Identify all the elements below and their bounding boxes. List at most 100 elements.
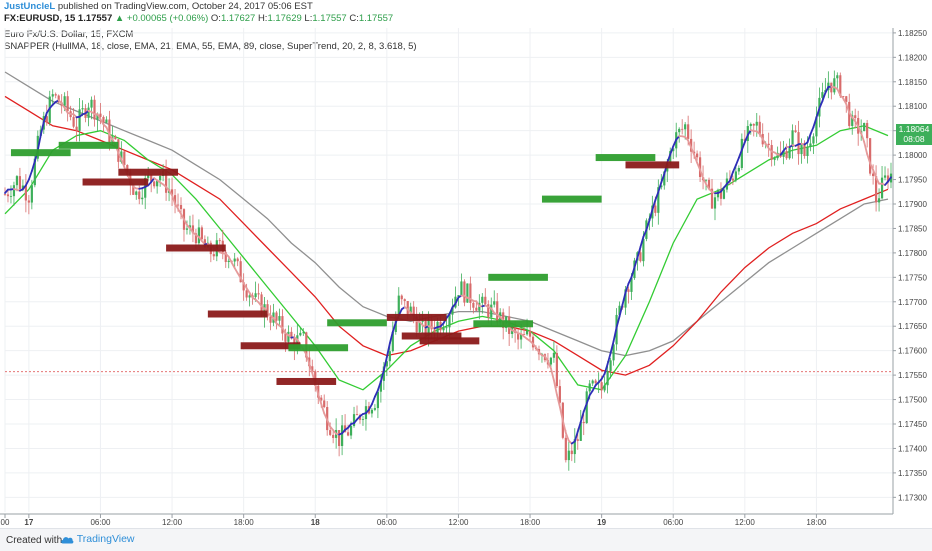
candle-body — [138, 191, 140, 199]
footer-created-text: Created with — [6, 535, 62, 546]
red-supertrend-box — [118, 169, 178, 176]
candle-body — [568, 451, 570, 460]
candle-body — [809, 143, 811, 146]
candle-body — [254, 293, 256, 297]
candle-body — [714, 197, 716, 208]
y-tick-label: 1.17300 — [898, 493, 927, 502]
candle-body — [556, 353, 558, 386]
green-supertrend-box — [542, 196, 602, 203]
x-tick-label: 06:00 — [377, 518, 398, 527]
candle-body — [219, 240, 221, 241]
red-supertrend-box — [625, 161, 679, 168]
candle-body — [484, 297, 486, 304]
candle-body — [785, 151, 787, 158]
candle-body — [237, 259, 239, 262]
candle-body — [228, 261, 230, 262]
candle-body — [350, 426, 352, 435]
candle-body — [356, 414, 358, 415]
candle-body — [493, 301, 495, 304]
candle-body — [797, 132, 799, 154]
price-chart[interactable]: 1.182501.182001.181501.181001.180501.180… — [0, 0, 932, 528]
candle-body — [592, 381, 594, 384]
y-tick-label: 1.18000 — [898, 151, 927, 160]
candle-body — [466, 283, 468, 302]
candle-body — [738, 168, 740, 171]
candle-body — [159, 176, 161, 180]
x-tick-label: 19 — [597, 518, 606, 527]
candle-body — [64, 96, 66, 105]
hull-segment — [864, 142, 867, 154]
supertrend-boxes — [11, 142, 679, 385]
candle-body — [234, 259, 236, 262]
candle-body — [19, 176, 21, 189]
candle-body — [526, 331, 528, 334]
candle-body — [475, 308, 477, 311]
hull-segment — [581, 412, 584, 423]
candle-body — [177, 205, 179, 206]
candle-body — [31, 185, 33, 202]
y-tick-label: 1.18250 — [898, 29, 927, 38]
candle-body — [550, 358, 552, 365]
candle-body — [275, 313, 277, 321]
tradingview-brand-text: TradingView — [77, 533, 135, 545]
candle-body — [812, 136, 814, 143]
y-tick-label: 1.17500 — [898, 396, 927, 405]
hull-segment — [807, 134, 810, 142]
candle-body — [67, 96, 69, 111]
candle-body — [302, 332, 304, 333]
candle-body — [571, 451, 573, 454]
candle-body — [407, 301, 409, 314]
candle-body — [323, 400, 325, 407]
candle-body — [81, 108, 83, 109]
candle-body — [774, 158, 776, 160]
candle-body — [329, 430, 331, 435]
candle-body — [627, 289, 629, 292]
candle-body — [609, 360, 611, 371]
candle-body — [750, 124, 752, 126]
hull-segment — [736, 158, 739, 166]
green-supertrend-box — [473, 320, 533, 327]
candle-body — [10, 196, 12, 197]
candle-body — [362, 419, 364, 420]
candle-body — [768, 144, 770, 145]
candle-body — [13, 185, 15, 196]
candle-body — [389, 351, 391, 361]
candle-body — [606, 371, 608, 385]
candle-body — [341, 425, 343, 446]
red-supertrend-box — [420, 337, 480, 344]
candle-body — [678, 129, 680, 132]
candle-body — [284, 334, 286, 342]
candle-body — [794, 130, 796, 132]
x-tick-label: 18:00 — [234, 518, 255, 527]
y-tick-label: 1.17400 — [898, 444, 927, 453]
candle-body — [87, 108, 89, 118]
candle-body — [371, 410, 373, 414]
candle-body — [213, 254, 215, 256]
x-tick-label: 00 — [1, 518, 10, 527]
tradingview-logo[interactable]: TradingView — [60, 533, 135, 545]
candle-body — [338, 430, 340, 446]
candle-body — [595, 381, 597, 384]
candle-body — [529, 331, 531, 337]
candle-body — [565, 438, 567, 460]
candle-body — [687, 124, 689, 139]
candle-body — [28, 200, 30, 202]
green-supertrend-box — [596, 154, 656, 161]
y-tick-label: 1.17350 — [898, 469, 927, 478]
candle-body — [863, 123, 865, 131]
x-tick-label: 18:00 — [806, 518, 827, 527]
candle-body — [153, 181, 155, 186]
candle-body — [583, 422, 585, 423]
candle-body — [105, 120, 107, 123]
candle-body — [463, 281, 465, 302]
candle-body — [869, 138, 871, 173]
candle-body — [246, 290, 248, 297]
candle-body — [401, 296, 403, 300]
candle-body — [186, 228, 188, 229]
candle-body — [833, 78, 835, 92]
candle-body — [472, 303, 474, 308]
cloud-icon — [60, 535, 74, 544]
candle-body — [881, 178, 883, 199]
candle-body — [854, 115, 856, 118]
x-tick-label: 06:00 — [90, 518, 111, 527]
